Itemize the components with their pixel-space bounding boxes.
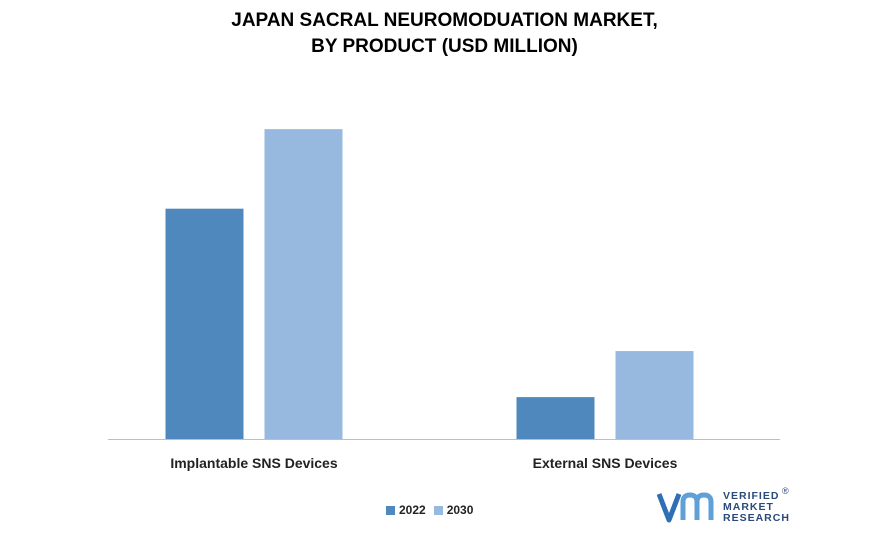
chart-title-line-2: BY PRODUCT (USD MILLION) (311, 36, 578, 57)
legend-swatch-2022 (386, 505, 395, 515)
logo-line-1: VERIFIED (723, 490, 780, 502)
legend: 2022 2030 (386, 503, 481, 517)
category-label-implantable: Implantable SNS Devices (170, 455, 338, 471)
logo-wordmark: VERIFIED MARKET RESEARCH (723, 491, 790, 524)
registered-mark: ® (782, 486, 789, 496)
bar-implantable-2022 (165, 208, 244, 439)
category-label-external: External SNS Devices (533, 455, 678, 471)
legend-swatch-2030 (433, 505, 443, 515)
chart-title: JAPAN SACRAL NEUROMODUATION MARKET, BY P… (0, 8, 889, 60)
logo-line-2: MARKET (723, 501, 774, 513)
logo-line-3: RESEARCH (723, 512, 790, 524)
legend-label-2030: 2030 (446, 503, 474, 517)
bar-implantable-2030 (264, 129, 343, 439)
bar-external-2022 (516, 397, 595, 439)
legend-label-2022: 2022 (399, 503, 426, 517)
legend-item-2030: 2030 (433, 503, 474, 517)
verified-market-research-logo: VERIFIED MARKET RESEARCH ® (656, 486, 797, 532)
bars-group (165, 129, 694, 439)
bar-external-2030 (615, 351, 694, 439)
legend-item-2022: 2022 (386, 503, 426, 517)
vmr-logo-icon (656, 492, 714, 523)
chart-title-line-1: JAPAN SACRAL NEUROMODUATION MARKET, (231, 10, 658, 31)
